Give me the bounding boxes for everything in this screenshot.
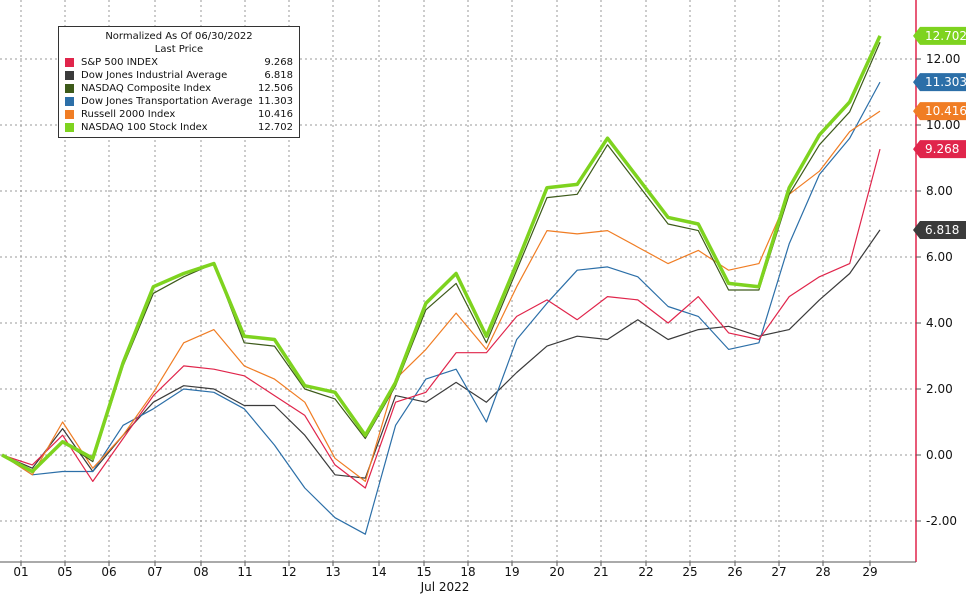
x-tick-label: 06 [101, 565, 116, 579]
legend-entry-ccmp: NASDAQ Composite Index 12.506 [59, 82, 299, 95]
legend-swatch [65, 110, 74, 119]
last-price-tag: 10.416 [913, 102, 966, 121]
last-price-tag: 9.268 [913, 140, 966, 159]
last-price-tag-bg [913, 73, 966, 92]
x-tick-label: 22 [638, 565, 653, 579]
legend-value: 11.303 [258, 96, 293, 107]
x-tick-label: 01 [13, 565, 28, 579]
legend-label: Dow Jones Industrial Average [81, 70, 228, 81]
x-axis-label: Jul 2022 [420, 580, 470, 594]
y-tick-label: 8.00 [926, 184, 953, 198]
x-tick-label: 19 [504, 565, 519, 579]
x-tick-label: 26 [727, 565, 742, 579]
legend-swatch [65, 123, 74, 132]
last-price-tag-bg [913, 220, 966, 239]
last-price-tag-bg [913, 26, 966, 45]
legend-value: 9.268 [264, 57, 293, 68]
legend-value: 6.818 [264, 70, 293, 81]
y-tick-label: -2.00 [926, 514, 957, 528]
legend-value: 12.702 [258, 122, 293, 133]
series-line-3 [1, 81, 881, 535]
series-line-5 [1, 35, 882, 474]
y-tick-label: 2.00 [926, 382, 953, 396]
last-price-tag-bg [913, 140, 966, 159]
legend-subtitle: Last Price [154, 44, 204, 55]
x-tick-label: 21 [593, 565, 608, 579]
x-tick-label: 11 [237, 565, 252, 579]
x-tick-label: 28 [815, 565, 830, 579]
x-tick-label: 15 [416, 565, 431, 579]
legend-label: Russell 2000 Index [81, 109, 176, 120]
legend-entry-rty: Russell 2000 Index 10.416 [59, 108, 299, 121]
series-line-2 [1, 41, 881, 473]
last-price-tag: 12.702 [913, 26, 966, 45]
last-price-tag-label: 12.702 [925, 29, 966, 43]
y-tick-label: 0.00 [926, 448, 953, 462]
x-tick-label: 07 [147, 565, 162, 579]
last-price-tag-label: 11.303 [925, 75, 966, 89]
x-tick-label: 29 [862, 565, 877, 579]
x-tick-label: 14 [371, 565, 386, 579]
x-tick-label: 20 [549, 565, 564, 579]
legend-label: NASDAQ 100 Stock Index [81, 122, 208, 133]
last-price-tag-bg [913, 102, 966, 121]
legend-label: NASDAQ Composite Index [81, 83, 211, 94]
y-tick-label: 4.00 [926, 316, 953, 330]
x-tick-label: 18 [460, 565, 475, 579]
chart-legend: Normalized As Of 06/30/2022 Last Price S… [58, 26, 300, 138]
last-price-tag-label: 6.818 [925, 223, 959, 237]
last-price-tag-label: 9.268 [925, 142, 959, 156]
y-tick-label: 6.00 [926, 250, 953, 264]
legend-swatch [65, 58, 74, 67]
last-price-tag-label: 10.416 [925, 104, 966, 118]
series-line-1 [1, 229, 881, 479]
legend-label: Dow Jones Transportation Average [81, 96, 253, 107]
last-price-tag: 6.818 [913, 220, 966, 239]
legend-entry-dji: Dow Jones Industrial Average 6.818 [59, 69, 299, 82]
y-tick-label: 10.00 [926, 118, 960, 132]
legend-swatch [65, 97, 74, 106]
legend-swatch [65, 71, 74, 80]
series-line-4 [1, 110, 881, 482]
x-tick-label: 05 [57, 565, 72, 579]
legend-title: Normalized As Of 06/30/2022 [105, 31, 253, 42]
y-tick-label: 12.00 [926, 52, 960, 66]
legend-entry-tran: Dow Jones Transportation Average 11.303 [59, 95, 299, 108]
x-tick-label: 13 [325, 565, 340, 579]
legend-value: 10.416 [258, 109, 293, 120]
legend-value: 12.506 [258, 83, 293, 94]
legend-entry-spx: S&P 500 INDEX 9.268 [59, 56, 299, 69]
x-tick-label: 25 [682, 565, 697, 579]
x-tick-label: 12 [281, 565, 296, 579]
series-line-0 [1, 148, 881, 489]
legend-entry-ndx: NASDAQ 100 Stock Index 12.702 [59, 121, 299, 134]
legend-label: S&P 500 INDEX [81, 57, 158, 68]
legend-swatch [65, 84, 74, 93]
x-tick-label: 08 [193, 565, 208, 579]
last-price-tag: 11.303 [913, 73, 966, 92]
x-tick-label: 27 [771, 565, 786, 579]
